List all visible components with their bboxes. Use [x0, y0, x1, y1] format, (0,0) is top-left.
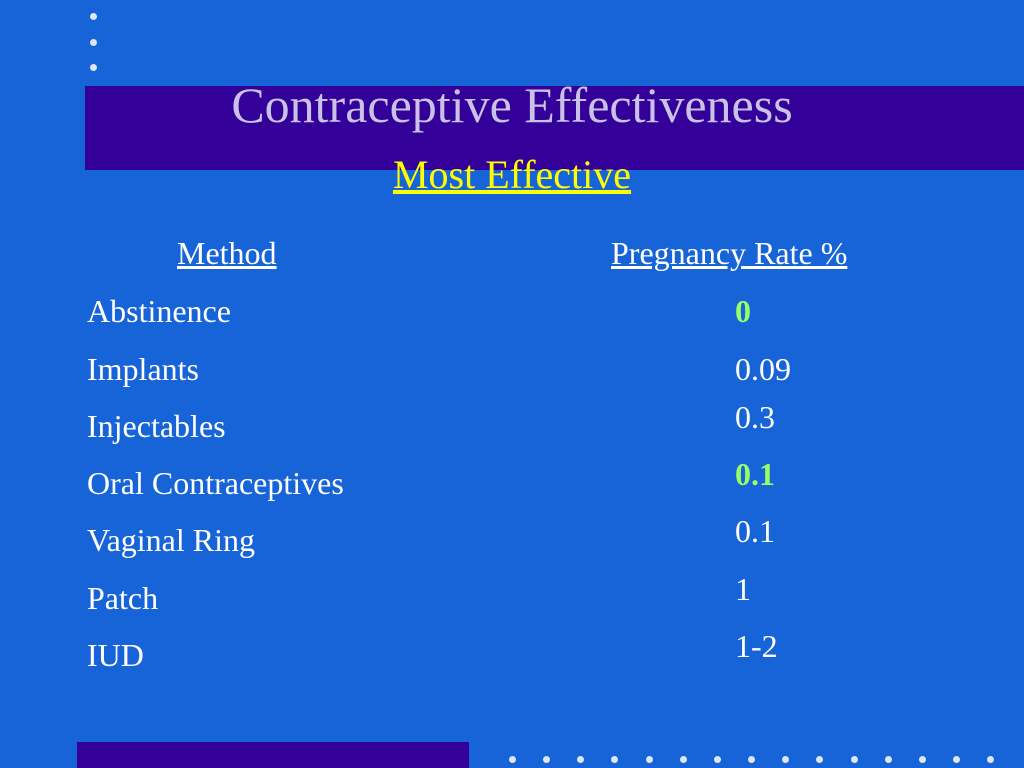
slide-title: Contraceptive Effectiveness [231, 77, 793, 133]
decorative-dot [90, 64, 97, 71]
decorative-dot [919, 756, 926, 763]
decorative-dot [577, 756, 584, 763]
rate-cell: 0.3 [735, 399, 775, 435]
decorative-dot [885, 756, 892, 763]
decorative-dot [714, 756, 721, 763]
decorative-dot [90, 39, 97, 46]
method-cell: Abstinence [87, 293, 231, 329]
rate-cell: 1 [735, 571, 751, 607]
decorative-dot [748, 756, 755, 763]
method-cell: Injectables [87, 408, 226, 444]
rate-cell: 1-2 [735, 628, 778, 664]
rate-cell: 0 [735, 293, 751, 329]
method-cell: Patch [87, 580, 159, 616]
pregnancy-rate-column-header: Pregnancy Rate % [611, 235, 848, 271]
method-cell: IUD [87, 637, 144, 673]
rate-cell: 0.1 [735, 513, 775, 549]
rate-cell: 0.09 [735, 351, 791, 387]
decorative-dot [543, 756, 550, 763]
bottom-band [77, 742, 469, 768]
decorative-dot [646, 756, 653, 763]
rate-cell: 0.1 [735, 456, 775, 492]
decorative-dot [680, 756, 687, 763]
method-cell: Implants [87, 351, 199, 387]
decorative-dot [987, 756, 994, 763]
decorative-dot [851, 756, 858, 763]
title-band [85, 86, 1024, 170]
decorative-dot [782, 756, 789, 763]
decorative-dot [953, 756, 960, 763]
decorative-dot [816, 756, 823, 763]
slide-subtitle: Most Effective [392, 152, 632, 197]
decorative-dot [509, 756, 516, 763]
method-column-header: Method [177, 235, 277, 271]
decorative-dot [611, 756, 618, 763]
decorative-dot [90, 13, 97, 20]
method-cell: Oral Contraceptives [87, 465, 344, 501]
method-cell: Vaginal Ring [87, 522, 255, 558]
